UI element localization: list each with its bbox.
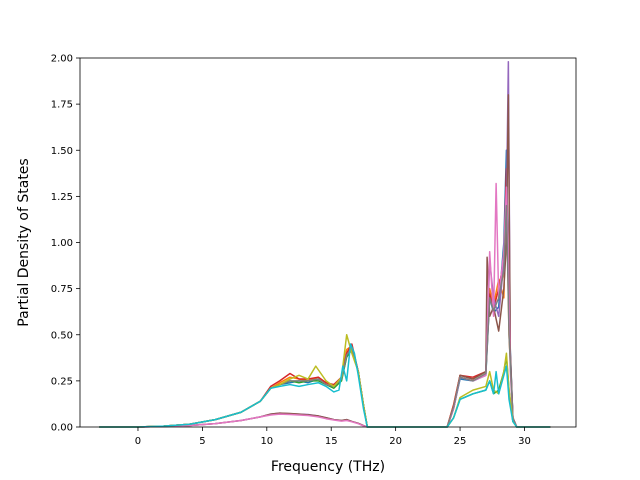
- plot-area: [79, 57, 577, 428]
- y-tick-label: 1.25: [51, 192, 73, 203]
- x-tick-label: 15: [325, 436, 338, 447]
- x-tick-label: 5: [199, 436, 205, 447]
- y-tick-label: 0.25: [51, 376, 73, 387]
- y-tick-label: 0.00: [51, 423, 73, 434]
- x-tick-label: 25: [454, 436, 467, 447]
- y-axis-ticks: 0.00 0.25 0.50 0.75 1.00 1.25 1.50 1.75 2.00: [51, 54, 80, 434]
- x-axis-label: Frequency (THz): [271, 459, 385, 475]
- x-axis-ticks: 0 5 10 15 20 25 30: [135, 427, 531, 447]
- y-tick-label: 2.00: [51, 54, 73, 65]
- series-line-10: [99, 343, 551, 428]
- y-tick-label: 1.50: [51, 146, 73, 157]
- x-tick-label: 20: [389, 436, 402, 447]
- axes-background: [80, 58, 576, 427]
- y-tick-label: 1.75: [51, 100, 73, 111]
- y-tick-label: 0.50: [51, 330, 73, 341]
- x-tick-label: 0: [135, 436, 141, 447]
- y-tick-label: 0.75: [51, 284, 73, 295]
- series-layer: [99, 60, 551, 428]
- x-tick-label: 30: [518, 436, 531, 447]
- y-tick-label: 1.00: [51, 238, 73, 249]
- y-axis-label: Partial Density of States: [16, 158, 32, 326]
- x-tick-label: 10: [260, 436, 273, 447]
